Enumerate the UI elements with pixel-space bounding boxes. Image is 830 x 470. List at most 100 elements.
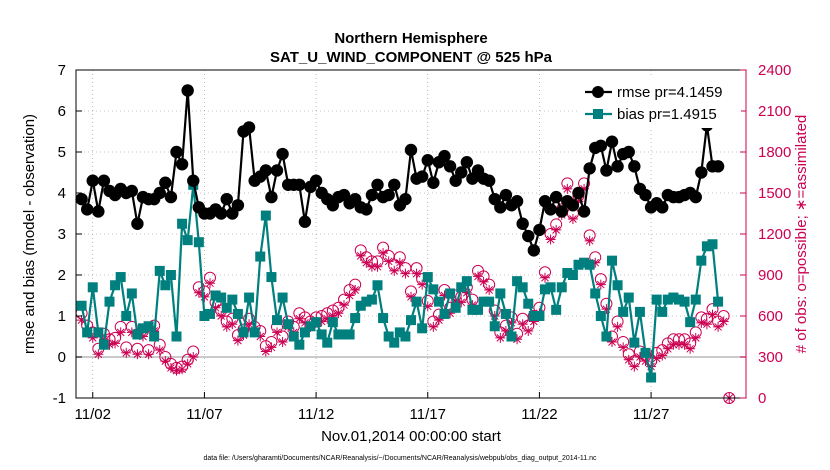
rmse-point xyxy=(460,156,474,169)
assimilated-obs-point xyxy=(333,308,344,319)
bias-point xyxy=(277,292,288,303)
bias-point xyxy=(216,292,227,303)
bias-point xyxy=(143,321,154,332)
assimilated-obs-point xyxy=(383,256,394,267)
bias-point xyxy=(221,302,232,313)
assimilated-obs-point xyxy=(378,248,389,259)
assimilated-obs-point xyxy=(188,352,199,362)
bias-point xyxy=(288,331,299,342)
bias-point xyxy=(149,331,160,342)
bias-point xyxy=(584,259,595,270)
assimilated-obs-point xyxy=(138,331,148,342)
rmse-point xyxy=(164,190,178,204)
bias-point xyxy=(556,282,567,293)
assimilated-obs-point xyxy=(327,311,338,321)
bias-point xyxy=(355,300,366,311)
bias-point xyxy=(272,315,282,326)
assimilated-obs-point xyxy=(126,327,137,338)
assimilated-obs-point xyxy=(696,317,707,328)
assimilated-obs-point xyxy=(612,321,623,332)
bias-point xyxy=(311,317,322,328)
rmse-point xyxy=(382,188,395,202)
bias-point xyxy=(115,272,126,283)
bias-point xyxy=(121,311,132,321)
bias-point xyxy=(316,329,327,340)
assimilated-obs-point xyxy=(411,268,422,279)
bias-point xyxy=(350,313,361,324)
assimilated-obs-point xyxy=(316,316,327,327)
assimilated-obs-point xyxy=(339,300,349,311)
assimilated-obs-point xyxy=(674,339,684,350)
bias-point xyxy=(417,323,428,334)
x-tick-label: 11/12 xyxy=(298,406,334,423)
bias-point xyxy=(595,311,606,321)
assimilated-obs-point xyxy=(428,321,439,332)
bias-point xyxy=(104,296,115,307)
rmse-point xyxy=(443,160,457,173)
series-marks xyxy=(75,84,736,404)
bias-point xyxy=(210,290,221,301)
assimilated-obs-point xyxy=(640,356,651,367)
rmse-point xyxy=(220,192,233,206)
bias-point xyxy=(601,331,612,342)
assimilated-obs-point xyxy=(110,338,121,349)
assimilated-obs-point xyxy=(322,313,333,324)
bias-point xyxy=(132,329,143,340)
assimilated-obs-point xyxy=(662,343,673,354)
assimilated-obs-point xyxy=(478,276,489,287)
bias-point xyxy=(562,267,573,278)
assimilated-obs-point xyxy=(154,345,165,356)
bias-point xyxy=(249,327,260,338)
rmse-point xyxy=(399,192,412,206)
y-tick-label: 0 xyxy=(58,349,66,366)
bias-point xyxy=(679,296,690,307)
bias-point xyxy=(640,347,651,358)
data-file-footnote: data file: /Users/gharamti/Documents/NCA… xyxy=(203,455,597,462)
assimilated-obs-point xyxy=(629,361,640,372)
rmse-point xyxy=(80,203,94,216)
bias-point xyxy=(400,331,411,342)
bias-point xyxy=(422,272,433,283)
bias-point xyxy=(690,294,701,305)
y-axis-label: rmse and bias (model - observation) xyxy=(21,114,38,354)
bias-point xyxy=(255,251,266,262)
assimilated-obs-point xyxy=(562,183,573,194)
rmse-point xyxy=(622,145,635,159)
assimilated-obs-point xyxy=(350,285,361,296)
assimilated-obs-point xyxy=(685,343,696,354)
rmse-point xyxy=(656,201,669,214)
bias-point xyxy=(299,327,310,338)
assimilated-obs-point xyxy=(489,311,500,321)
bias-point xyxy=(612,280,623,291)
assimilated-obs-point xyxy=(567,213,578,224)
bias-point xyxy=(327,317,338,328)
bias-point xyxy=(394,327,405,338)
bias-point xyxy=(467,304,478,315)
assimilated-obs-point xyxy=(657,350,668,361)
assimilated-obs-point xyxy=(713,321,724,332)
bias-point xyxy=(674,294,684,305)
assimilated-obs-point xyxy=(193,287,204,298)
bias-point xyxy=(551,304,562,315)
bias-point xyxy=(266,272,277,283)
bias-point xyxy=(506,331,517,342)
rmse-point xyxy=(572,186,585,200)
rmse-point xyxy=(577,205,591,218)
assimilated-obs-point xyxy=(132,349,143,360)
rmse-point xyxy=(170,145,183,159)
y-tick-label: 5 xyxy=(58,144,66,161)
bias-point xyxy=(629,337,640,348)
legend: rmse pr=4.1459 bias pr=1.4915 xyxy=(578,78,741,128)
rmse-point xyxy=(549,190,563,204)
bias-point xyxy=(428,284,439,295)
bias-point xyxy=(82,327,93,338)
legend-rmse-label: rmse pr=4.1459 xyxy=(617,84,722,101)
assimilated-obs-point xyxy=(456,297,467,308)
bias-point xyxy=(540,284,550,295)
bias-point xyxy=(495,288,506,299)
assimilated-obs-point xyxy=(160,356,171,367)
rmse-point xyxy=(583,162,596,175)
bias-point xyxy=(154,265,165,276)
rmse-point xyxy=(92,205,105,218)
assimilated-obs-point xyxy=(266,342,277,353)
